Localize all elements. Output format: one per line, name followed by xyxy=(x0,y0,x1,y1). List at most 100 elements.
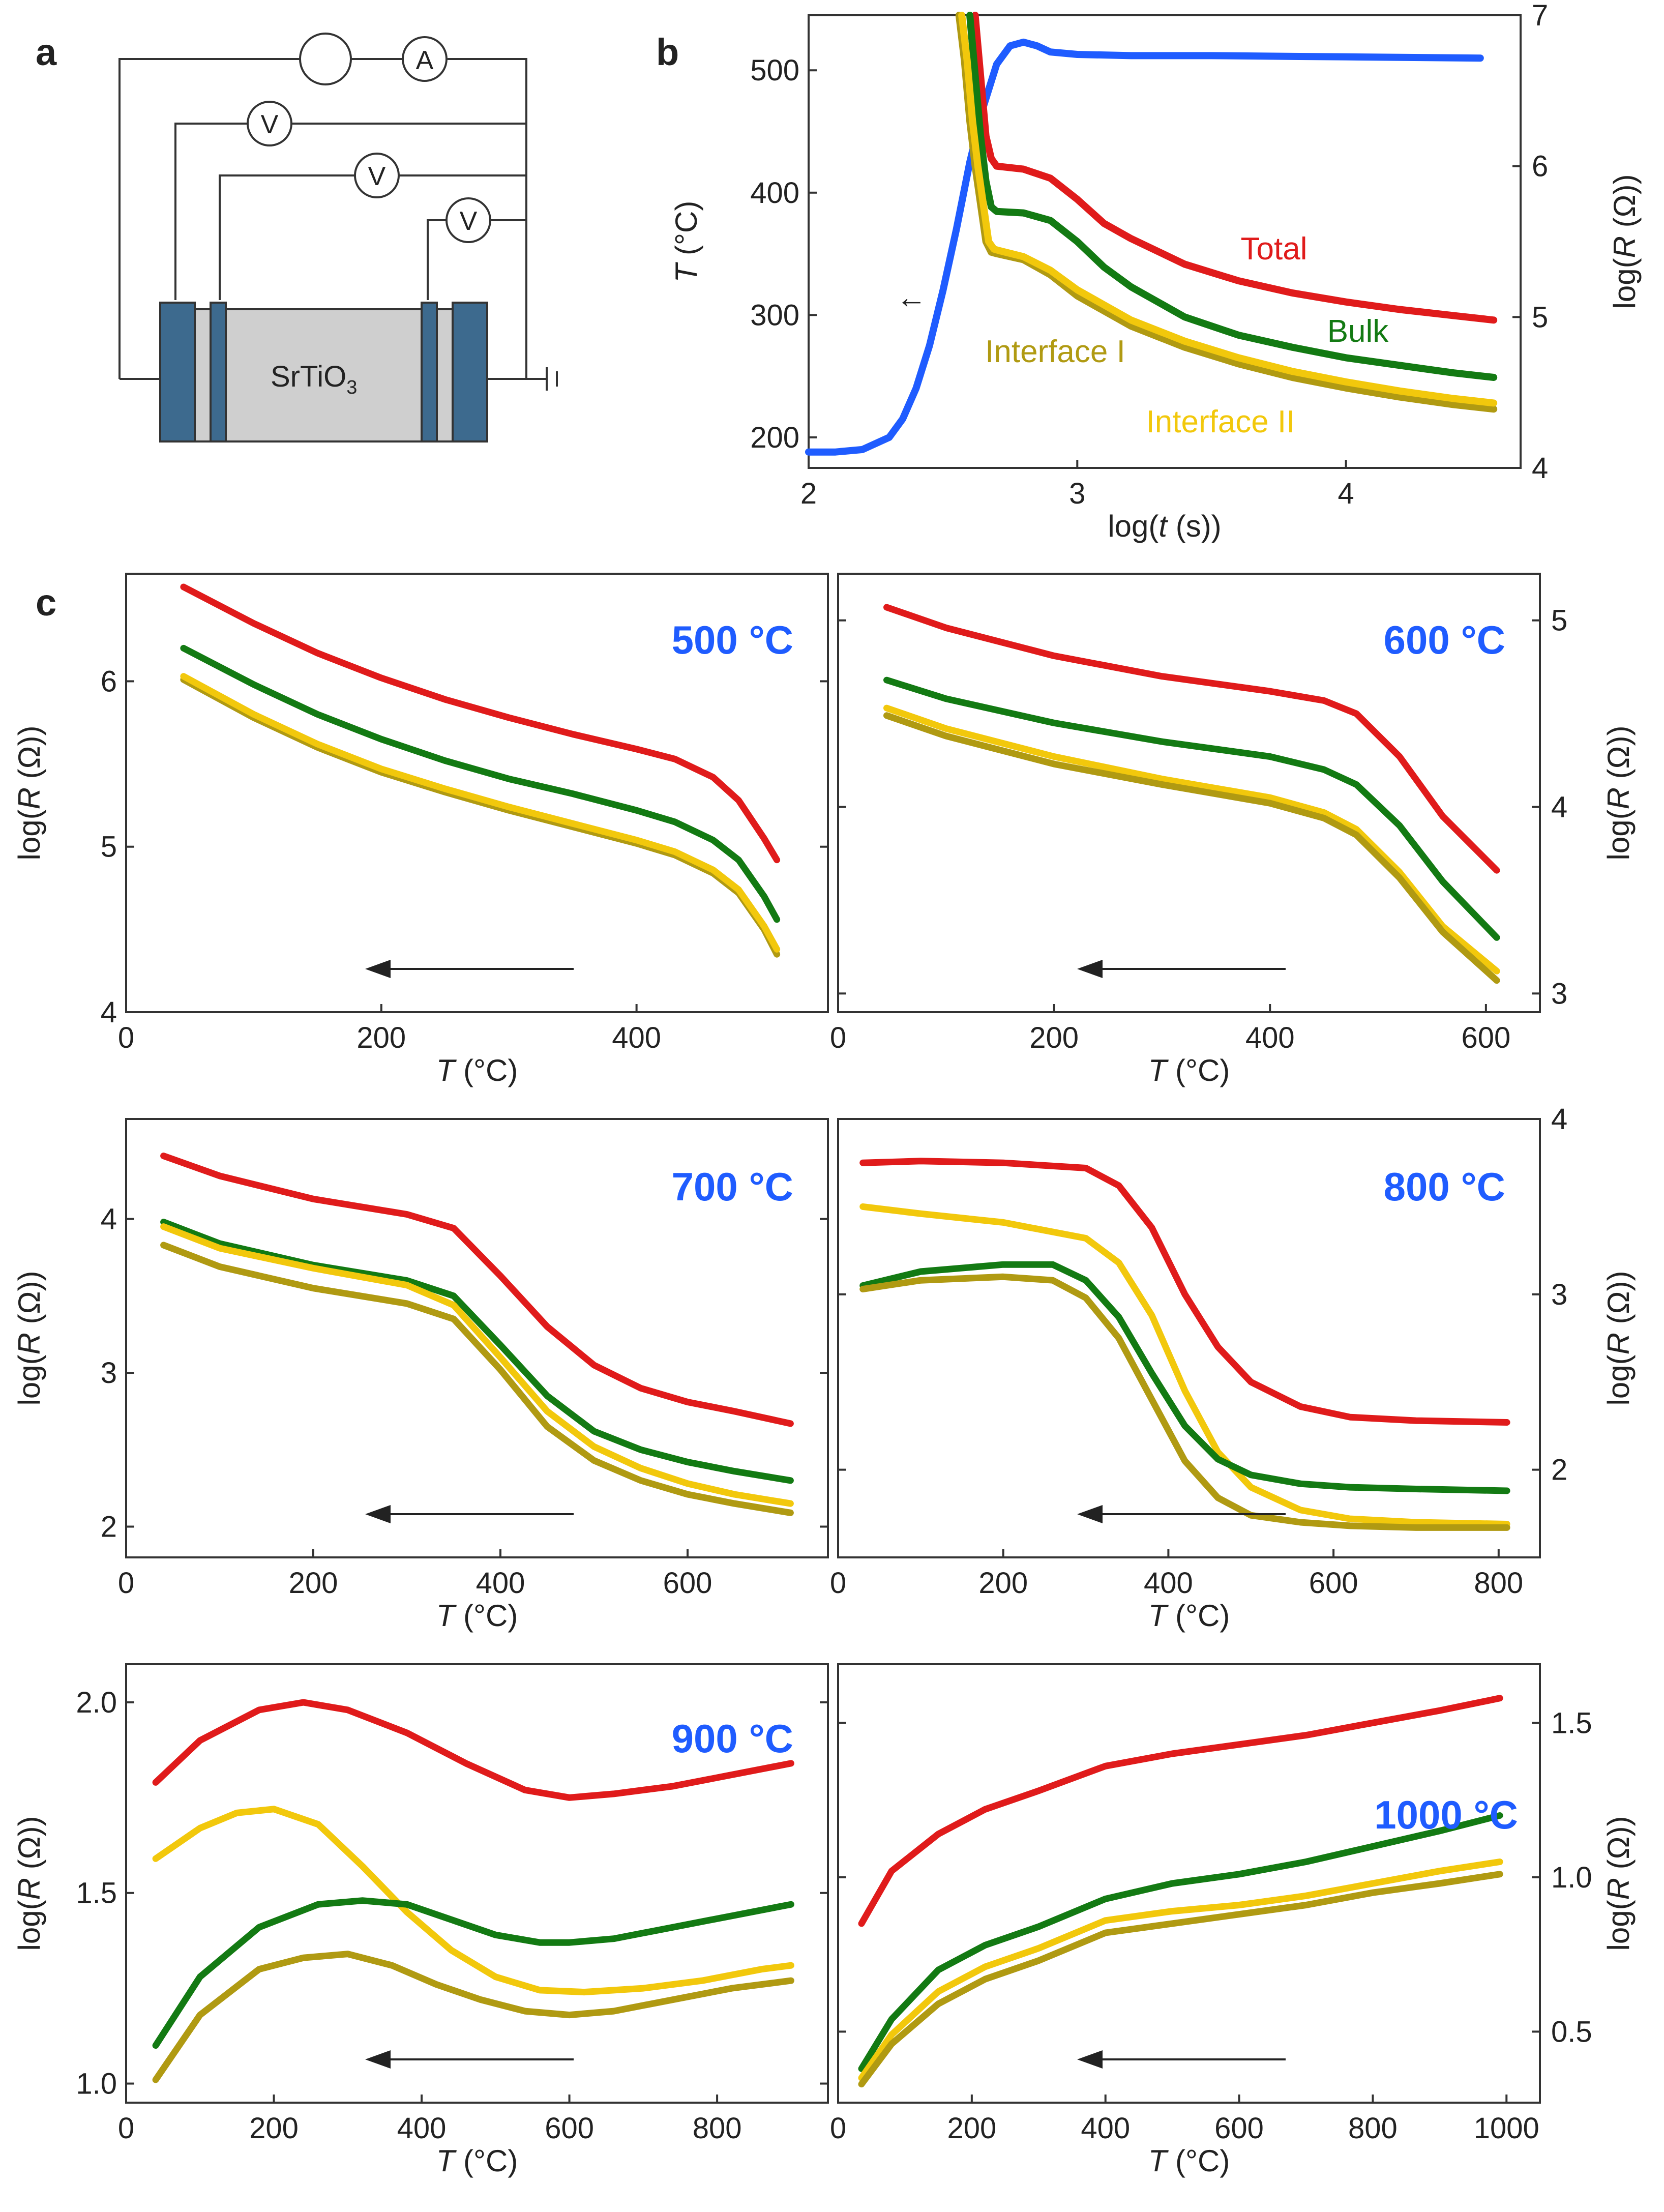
y-tick-label: 1.0 xyxy=(1551,1861,1592,1894)
series-line-interface_2 xyxy=(858,1859,1503,2081)
x-tick-label: 0 xyxy=(118,1021,134,1054)
annealing-temperature-label: 1000 °C xyxy=(1374,1792,1518,1837)
x-tick-label: 400 xyxy=(1081,2112,1130,2145)
x-tick-label: 600 xyxy=(663,1567,712,1600)
series-line-interface_2 xyxy=(180,673,781,953)
series-line-total xyxy=(858,1695,1503,1927)
subplot-c1000: 0 200 400 600 800 1000 0.5 1.0 1.5 T (°C) log(R (Ω… xyxy=(830,1663,1636,2178)
panel-letter-c: c xyxy=(36,581,56,624)
y-tick-label: 2 xyxy=(101,1511,117,1544)
cooling-direction-arrowhead xyxy=(365,1505,391,1523)
y-tick-label: 1.5 xyxy=(1551,1706,1592,1739)
voltage-probe-right xyxy=(421,302,438,443)
cooling-direction-arrowhead xyxy=(365,960,391,978)
y-tick-label: 5 xyxy=(101,831,117,864)
x-tick-label: 600 xyxy=(1309,1567,1358,1600)
y-right-tick-label: 7 xyxy=(1532,0,1548,32)
series-line-bulk xyxy=(859,1261,1510,1494)
y-left-axis-label: T (°C) xyxy=(669,201,703,283)
series-line-interface_2 xyxy=(160,1223,794,1507)
x-axis-label: T (°C) xyxy=(1148,1053,1230,1087)
circuit-wires xyxy=(118,58,558,391)
x-axis-label: T (°C) xyxy=(436,1599,518,1633)
subplot-c700: 0 200 400 600 2 3 4 T (°C) log(R (Ω)) 700 °C xyxy=(12,1118,829,1633)
series-line-bulk xyxy=(858,1812,1503,2072)
voltage-probe-left xyxy=(210,302,227,443)
x-tick-label: 0 xyxy=(118,2112,134,2145)
subplot-c800: 0 200 400 600 800 2 3 4 T (°C) log(R (Ω)) 800 °C xyxy=(830,1103,1636,1633)
x-tick-label: 3 xyxy=(1069,477,1085,510)
annealing-temperature-label: 600 °C xyxy=(1384,617,1505,662)
x-tick-label: 600 xyxy=(1214,2112,1264,2145)
series-line-interface_2 xyxy=(883,704,1500,975)
svg-text:V: V xyxy=(368,162,386,191)
y-tick-label: 2 xyxy=(1551,1454,1567,1487)
annealing-temperature-label: 800 °C xyxy=(1384,1164,1505,1209)
voltmeter-inner: V xyxy=(445,197,491,243)
series-label-interface_2: Interface II xyxy=(1146,404,1295,439)
cooling-direction-arrowhead xyxy=(1077,1505,1103,1523)
current-source-meter xyxy=(299,33,352,85)
y-left-tick-label: 500 xyxy=(750,54,799,87)
x-tick-label: 200 xyxy=(356,1021,406,1054)
y-tick-label: 1.0 xyxy=(76,2068,117,2101)
series-line-bulk xyxy=(883,676,1500,941)
annealing-temperature-label: 900 °C xyxy=(672,1716,793,1761)
x-tick-label: 200 xyxy=(1029,1021,1079,1054)
sample-label: SrTiO3 xyxy=(271,360,357,398)
plot-frame xyxy=(125,1663,829,2104)
y-axis-label: log(R (Ω)) xyxy=(12,1816,46,1951)
plot-frame xyxy=(837,1663,1541,2104)
plot-frame xyxy=(125,1118,829,1558)
x-tick-label: 800 xyxy=(693,2112,742,2145)
subplot-c900: 0 200 400 600 800 1.0 1.5 2.0 T (°C) log(R (Ω)) 90… xyxy=(12,1663,829,2178)
series-line-bulk xyxy=(152,1897,794,2049)
series-line-total xyxy=(160,1153,794,1427)
voltmeter-outer: V xyxy=(247,101,292,146)
x-tick-label: 2 xyxy=(800,477,817,510)
panel-letter-a: a xyxy=(36,31,57,73)
x-tick-label: 200 xyxy=(289,1567,338,1600)
series-line-bulk xyxy=(160,1219,794,1484)
y-tick-label: 5 xyxy=(1551,604,1567,637)
svg-text:A: A xyxy=(416,46,434,75)
voltmeter-middle: V xyxy=(354,153,400,198)
y-right-tick-label: 4 xyxy=(1532,452,1548,485)
y-tick-label: 4 xyxy=(1551,1103,1567,1136)
series-line-interface_1 xyxy=(859,1273,1510,1531)
series-line-total xyxy=(883,604,1500,874)
x-axis-label: T (°C) xyxy=(436,2144,518,2178)
series-label-interface_1: Interface I xyxy=(985,334,1125,369)
x-tick-label: 600 xyxy=(1461,1021,1510,1054)
x-tick-label: 0 xyxy=(830,1567,846,1600)
y-axis-label: log(R (Ω)) xyxy=(12,1271,46,1406)
series-line-bulk xyxy=(180,644,781,923)
panel-letter-b: b xyxy=(656,31,679,73)
y-tick-label: 6 xyxy=(101,665,117,698)
y-right-tick-label: 5 xyxy=(1532,301,1548,334)
x-tick-label: 600 xyxy=(545,2112,594,2145)
series-line-interface_2 xyxy=(958,12,1498,407)
series-line-total xyxy=(859,1158,1510,1426)
x-tick-label: 200 xyxy=(249,2112,299,2145)
series-line-bulk xyxy=(966,12,1498,381)
series-line-total xyxy=(180,583,781,864)
y-left-tick-label: 400 xyxy=(750,176,799,210)
plot-frame xyxy=(808,14,1522,469)
y-right-tick-label: 6 xyxy=(1532,150,1548,183)
series-line-interface_1 xyxy=(858,1871,1503,2088)
svg-text:V: V xyxy=(460,207,478,236)
circuit-schematic: a SrTiO3 xyxy=(36,31,558,443)
series-line-interface_1 xyxy=(160,1242,794,1516)
series-line-interface_1 xyxy=(152,1951,794,2083)
series-label-bulk: Bulk xyxy=(1327,314,1389,349)
current-electrode-right xyxy=(452,302,488,443)
srtio3-sample xyxy=(192,308,459,443)
y-left-tick-label: 200 xyxy=(750,421,799,454)
y-tick-label: 3 xyxy=(1551,977,1567,1010)
y-tick-label: 4 xyxy=(101,996,117,1029)
annealing-temperature-label: 700 °C xyxy=(672,1164,793,1209)
y-axis-label: log(R (Ω)) xyxy=(12,726,46,861)
x-tick-label: 0 xyxy=(118,1567,134,1600)
